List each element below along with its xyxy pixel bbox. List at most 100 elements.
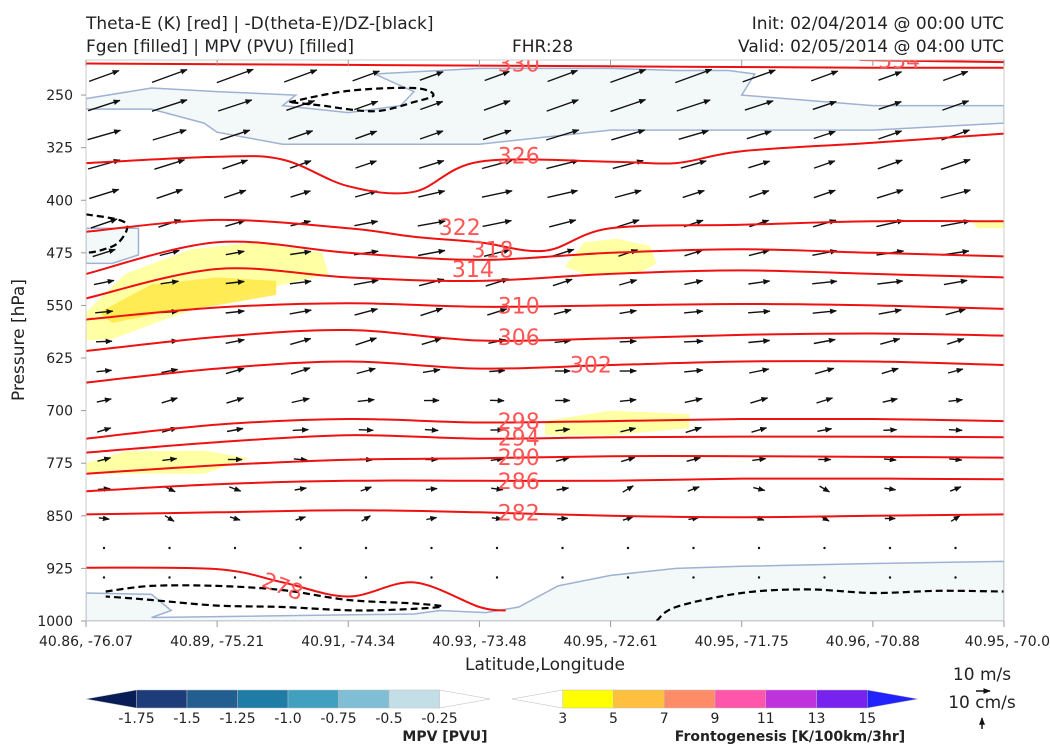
wind-vector [616,219,640,228]
colorbar-tick-label: -1.75 [118,711,154,727]
theta-e-contour [86,328,1004,352]
colorbar-swatch [867,689,919,709]
fgen-colorbar-title: Frontogenesis [K/100km/3hr] [675,729,905,745]
wind-vector [610,68,647,84]
wind-vector [361,515,371,522]
wind-vector [93,278,115,286]
wind-vector [950,515,961,522]
wind-vector [619,279,638,286]
wind-vector [684,279,704,286]
colorbar-tick-label: 5 [609,711,618,727]
wind-vector [487,308,508,316]
mpv-fill-area [86,560,1004,621]
theta-e-label: 302 [570,353,612,378]
colorbar-swatch [338,689,390,709]
colorbar-swatch [85,689,137,709]
theta-e-contour [86,455,1004,475]
colorbar-swatch [136,689,188,709]
colorbar-swatch [186,689,238,709]
dthetae-dz-contour-layer [86,86,1004,621]
theta-e-contour [86,240,1004,275]
wind-vector [295,516,307,522]
x-tick-label: 40.95, -71.75 [695,634,789,650]
wind-vector [1006,191,1036,198]
mpv-colorbar-title: MPV [PVU] [402,729,487,745]
wind-vector [748,279,771,285]
wind-vector [684,397,703,404]
wind-vector [356,367,376,375]
wind-vector [290,337,312,346]
wind-vector [683,338,704,345]
wind-vector [1008,221,1035,226]
wind-vector [545,129,580,141]
wind-vector [945,308,966,316]
y-tick-label: 775 [46,456,73,472]
wind-vector [355,130,378,140]
wind-vector [553,308,572,315]
wind-vector [422,367,441,374]
wind-vector [430,546,433,550]
wind-vector [561,546,564,550]
wind-vector [354,219,379,227]
colorbar-tick-label: -0.25 [421,711,457,727]
wind-vector [552,278,573,287]
frontogenesis-fill-area [86,450,250,474]
wind-vector [883,456,897,463]
wind-vector [813,189,836,199]
wind-vector [223,189,247,199]
wind-vector [619,397,637,404]
wind-vector [291,397,310,404]
wind-vector [620,456,636,463]
wind-vector [225,367,245,375]
wind-vector [161,367,179,374]
theta-e-label: 306 [498,326,540,351]
colorbar-swatch [237,689,289,709]
wind-vector [949,486,962,492]
x-tick-label: 40.86, -76.07 [39,634,133,650]
wind-vector [299,576,302,579]
wind-vector [882,397,898,403]
colorbar-tick-label: 3 [558,711,567,727]
y-tick-label: 400 [46,193,73,209]
wind-vector [622,516,634,522]
wind-vector [744,100,774,111]
colorbar-tick-label: -0.5 [375,711,402,727]
theta-e-label: 282 [498,501,540,526]
dthetae-dz-contour [289,86,435,113]
wind-vector [546,99,579,112]
wind-vector [1011,280,1031,285]
wind-reference-label-1: 10 m/s [953,665,1011,685]
wind-vector [815,367,835,375]
wind-vector [611,129,646,141]
wind-vector [425,486,438,492]
wind-vector [748,190,770,198]
wind-vector [748,249,770,257]
wind-vector [878,101,902,110]
theta-e-label: 322 [439,216,481,241]
wind-vector [549,218,577,228]
colorbar-tick-label: -1.0 [274,711,301,727]
wind-vector [418,159,445,169]
y-tick-label: 1000 [37,614,73,630]
wind-vector [288,130,314,140]
theta-e-contour [86,417,1004,440]
wind-vector [876,189,904,199]
wind-vector [289,279,312,285]
wind-vector [495,576,499,579]
wind-vector [98,515,110,522]
wind-vector [491,486,504,492]
wind-vector [753,486,766,492]
wind-vector [151,99,188,112]
theta-e-contour [86,132,1004,195]
wind-vector [748,160,771,169]
wind-vector [226,397,245,404]
theta-e-label: 330 [498,53,540,78]
wind-vector [222,159,249,170]
wind-vector [294,486,307,492]
wind-vector [164,515,175,522]
theta-e-contour [86,477,1004,493]
wind-vector [748,308,771,315]
wind-vector [684,308,704,315]
theta-e-label: 290 [498,446,540,471]
